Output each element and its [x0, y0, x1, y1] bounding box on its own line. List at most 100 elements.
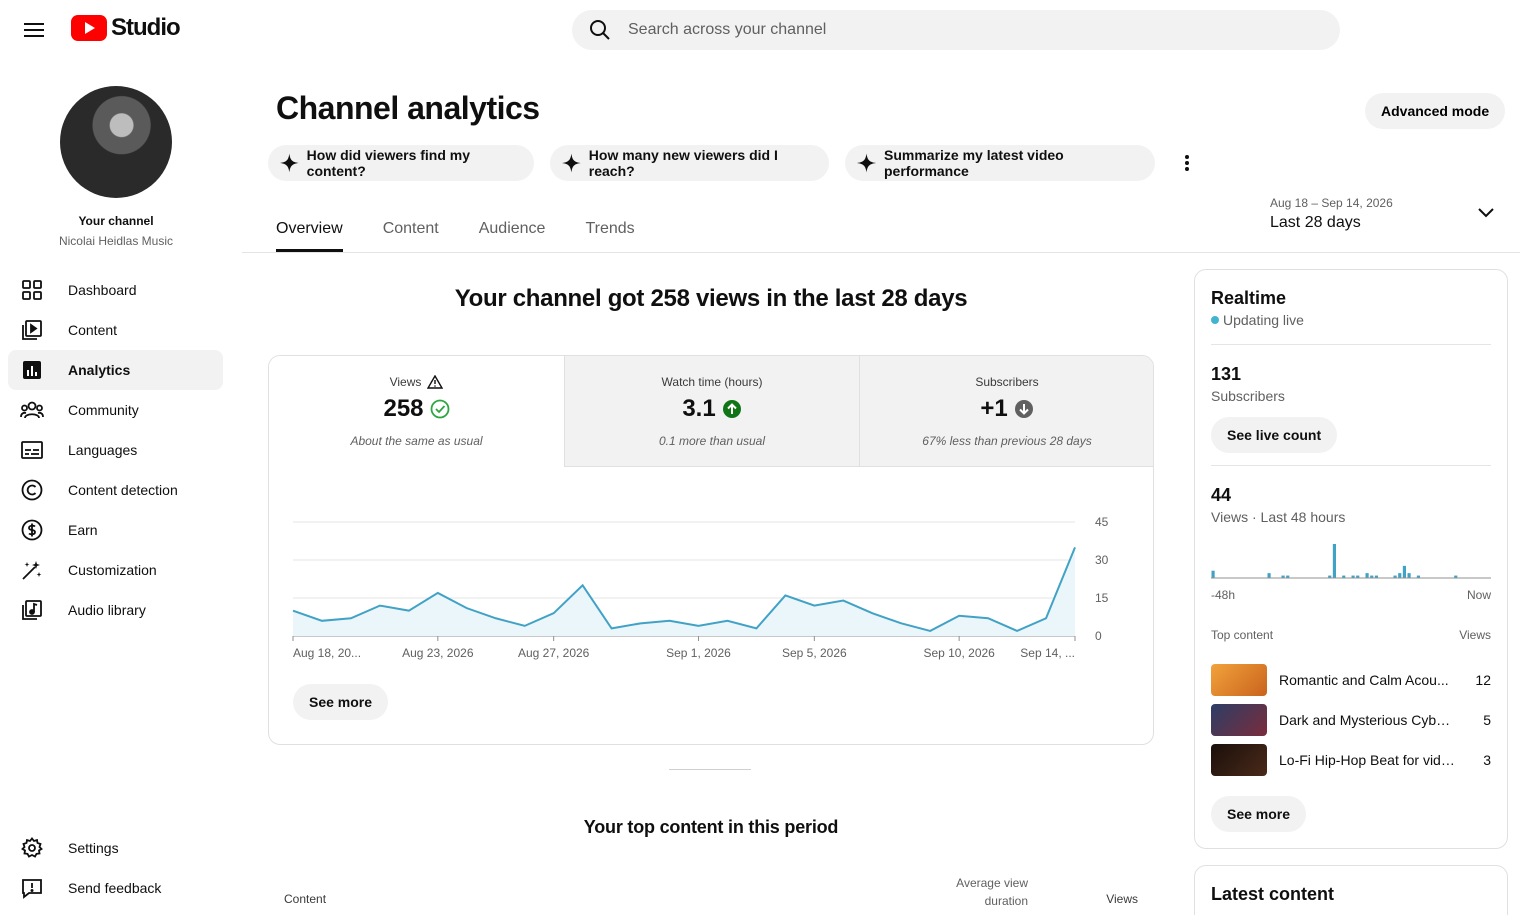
more-options-button[interactable] [1175, 145, 1199, 181]
video-views: 12 [1475, 672, 1491, 688]
prompt-chip[interactable]: Summarize my latest video performance [845, 145, 1155, 181]
arrow-down-circle-icon [1014, 400, 1033, 418]
video-thumbnail[interactable] [1211, 704, 1267, 736]
studio-logo[interactable]: Studio [71, 14, 181, 42]
data-point [635, 617, 647, 629]
metric-value: +1 [980, 395, 1008, 422]
tab-trends[interactable]: Trends [585, 220, 635, 237]
sidebar-item-earn[interactable]: Earn [8, 510, 223, 550]
sidebar-item-content[interactable]: Content [8, 310, 223, 350]
tab-overview[interactable]: Overview [276, 206, 343, 252]
x-tick-label: Sep 14, ... [1020, 646, 1075, 660]
metric-views[interactable]: Views 258 About the same as usual [269, 356, 564, 467]
data-point [895, 617, 907, 629]
data-point [779, 589, 791, 601]
video-thumbnail[interactable] [1211, 664, 1267, 696]
video-title: Lo-Fi Hip-Hop Beat for vide... [1279, 752, 1455, 768]
realtime-bar [1374, 575, 1378, 578]
column-header-avg-view-duration[interactable]: Average view duration [940, 874, 1028, 910]
sidebar-item-analytics[interactable]: Analytics [8, 350, 223, 390]
metric-label: Views [389, 375, 422, 389]
prompt-chip[interactable]: How did viewers find my content? [268, 145, 534, 181]
see-live-count-button[interactable]: See live count [1211, 417, 1338, 453]
prompt-chip[interactable]: How many new viewers did I reach? [550, 145, 829, 181]
data-point [519, 620, 531, 632]
analytics-tabs: Overview Content Audience Trends [276, 206, 635, 252]
search-icon[interactable] [588, 18, 612, 42]
y-tick-label: 0 [1095, 629, 1102, 643]
sidebar-item-content-detection[interactable]: Content detection [8, 470, 223, 510]
data-point [866, 607, 878, 619]
realtime-bar [1267, 573, 1271, 578]
list-item[interactable]: Dark and Mysterious Cyber ... 5 [1211, 704, 1491, 736]
search-bar[interactable] [572, 10, 1340, 50]
video-thumbnail[interactable] [1211, 744, 1267, 776]
column-header-line: duration [984, 894, 1028, 908]
metric-value-row: 3.1 [565, 394, 859, 424]
sidebar: Your channel Nicolai Heidlas Music Dashb… [0, 58, 240, 915]
metric-label-row: Subscribers [860, 374, 1153, 390]
warning-icon[interactable] [427, 375, 444, 389]
sidebar-item-label: Send feedback [68, 880, 162, 896]
sidebar-item-audio-library[interactable]: Audio library [8, 590, 223, 630]
x-tick-label: Sep 1, 2026 [666, 646, 731, 660]
sidebar-item-dashboard[interactable]: Dashboard [8, 270, 223, 310]
date-range-picker[interactable]: Aug 18 – Sep 14, 2026 Last 28 days [1270, 196, 1500, 232]
data-point [1040, 612, 1052, 624]
data-point [548, 607, 560, 619]
data-point [953, 610, 965, 622]
sidebar-item-settings[interactable]: Settings [8, 828, 223, 868]
check-circle-icon [430, 399, 449, 419]
analytics-icon [20, 358, 44, 382]
views-chart[interactable]: 0 15 30 45 Aug 18, 20... Aug 23, 2026 Aug 27, … [269, 467, 1154, 667]
menu-button[interactable] [14, 10, 54, 50]
realtime-bar [1402, 565, 1406, 578]
realtime-bar [1281, 575, 1285, 578]
prompt-chip-label: How many new viewers did I reach? [588, 147, 778, 179]
list-item[interactable]: Lo-Fi Hip-Hop Beat for vide... 3 [1211, 744, 1491, 776]
area-fill [293, 547, 1075, 636]
series-line [292, 546, 1076, 633]
column-header-views[interactable]: Views [1106, 892, 1138, 906]
languages-icon [20, 438, 44, 462]
tab-content[interactable]: Content [382, 220, 439, 237]
data-point [692, 620, 704, 632]
realtime-bar [1356, 575, 1360, 578]
list-item[interactable]: Romantic and Calm Acou... 12 [1211, 664, 1491, 696]
see-more-button[interactable]: See more [293, 684, 389, 720]
section-divider [669, 769, 751, 770]
sidebar-item-languages[interactable]: Languages [8, 430, 223, 470]
realtime-bar [1342, 575, 1346, 578]
realtime-bar-chart[interactable] [1211, 540, 1491, 580]
live-dot-icon [1211, 316, 1219, 324]
sidebar-item-send-feedback[interactable]: Send feedback [8, 868, 223, 908]
realtime-bar [1365, 573, 1369, 578]
video-views: 3 [1483, 752, 1491, 768]
metric-note: 0.1 more than usual [658, 434, 766, 448]
video-title: Dark and Mysterious Cyber ... [1279, 712, 1455, 728]
feedback-icon [20, 876, 44, 900]
realtime-subscribers-label: Subscribers [1211, 388, 1285, 404]
data-point [490, 612, 502, 624]
data-point [664, 615, 676, 627]
realtime-axis-start: -48h [1211, 588, 1236, 602]
prompt-chip-label: How did viewers find my content? [306, 147, 471, 179]
metric-label: Watch time (hours) [661, 375, 763, 389]
search-input[interactable] [628, 21, 1268, 39]
top-bar: Studio [0, 0, 1520, 58]
realtime-bar [1332, 544, 1336, 578]
tab-audience[interactable]: Audience [478, 220, 546, 237]
earn-icon [20, 518, 44, 542]
content-icon [20, 318, 44, 342]
metric-subscribers[interactable]: Subscribers +1 67% less than previous 28… [859, 356, 1153, 467]
data-point [837, 595, 849, 607]
sidebar-item-customization[interactable]: Customization [8, 550, 223, 590]
advanced-mode-button[interactable]: Advanced mode [1365, 93, 1506, 129]
channel-avatar[interactable] [60, 86, 172, 198]
column-header-line: Average view [956, 876, 1028, 890]
data-point [1069, 541, 1081, 553]
sidebar-item-label: Customization [68, 562, 157, 578]
metric-watch-time[interactable]: Watch time (hours) 3.1 0.1 more than usu… [564, 356, 859, 467]
see-more-button[interactable]: See more [1211, 796, 1307, 832]
sidebar-item-community[interactable]: Community [8, 390, 223, 430]
